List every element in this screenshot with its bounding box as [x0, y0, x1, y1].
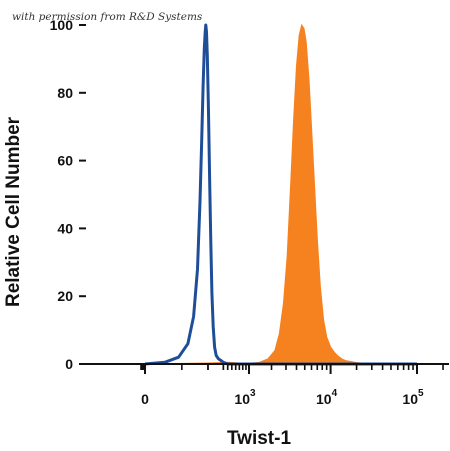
y-tick-label: 20	[57, 288, 73, 304]
y-tick-label: 100	[50, 17, 74, 33]
watermark: with permission from R&D Systems	[12, 11, 203, 23]
x-tick-label: 0	[141, 391, 149, 407]
y-axis: 0 20 40 60 80 100	[50, 17, 86, 372]
plot-area	[86, 23, 449, 366]
y-tick-label: 60	[57, 153, 73, 169]
x-tick-label: 105	[402, 388, 424, 407]
y-axis-title: Relative Cell Number	[3, 116, 24, 307]
x-axis: 0 103 104 105	[140, 364, 444, 407]
y-tick-label: 40	[57, 220, 73, 236]
histogram-filled-series	[86, 23, 449, 365]
x-tick-label: 104	[316, 388, 338, 407]
x-tick-label: 103	[234, 388, 256, 407]
y-tick-label: 80	[57, 85, 73, 101]
y-tick-label: 0	[65, 356, 73, 372]
histogram-outline-series	[144, 23, 417, 366]
x-axis-title: Twist-1	[227, 428, 291, 449]
